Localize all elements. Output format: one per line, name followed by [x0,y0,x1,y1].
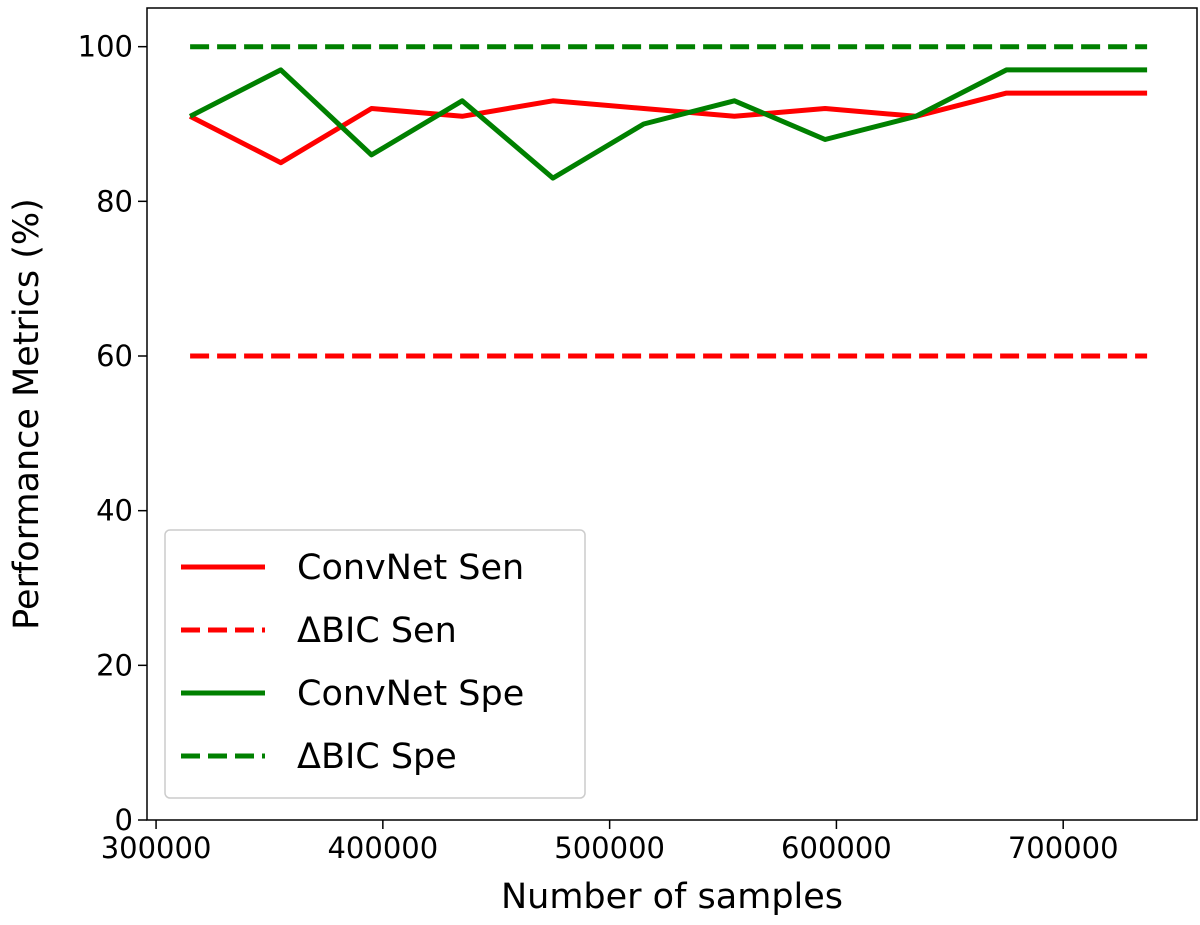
x-tick-label: 500000 [554,831,665,865]
y-tick-label: 60 [96,339,133,373]
x-axis-title: Number of samples [501,877,843,917]
x-tick-label: 700000 [1008,831,1119,865]
legend-label-1: ConvNet Sen [297,548,524,588]
series-line-1 [188,90,1148,166]
x-tick-label: 400000 [327,831,438,865]
y-tick-label: 100 [78,30,133,64]
y-tick-label: 0 [115,803,133,837]
plot-frame [146,7,1198,821]
x-tick-label: 600000 [781,831,892,865]
y-tick-label: 80 [96,184,133,218]
legend: ConvNet Sen ΔBIC Sen ConvNet Spe ΔBIC Spe [164,529,586,799]
legend-box [164,529,586,799]
legend-label-2: ΔBIC Sen [297,611,457,651]
y-tick-label: 20 [96,648,133,682]
y-tick-label: 40 [96,494,133,528]
series-line-3 [188,67,1148,181]
x-tick-label: 300000 [101,831,212,865]
plot-area [188,44,1148,359]
axes: 300000 400000 500000 600000 700000 0 20 40 60 80 1… [78,7,1198,865]
legend-label-4: ΔBIC Spe [297,737,457,777]
legend-label-3: ConvNet Spe [297,674,524,714]
y-axis-title: Performance Metrics (%) [7,198,47,630]
